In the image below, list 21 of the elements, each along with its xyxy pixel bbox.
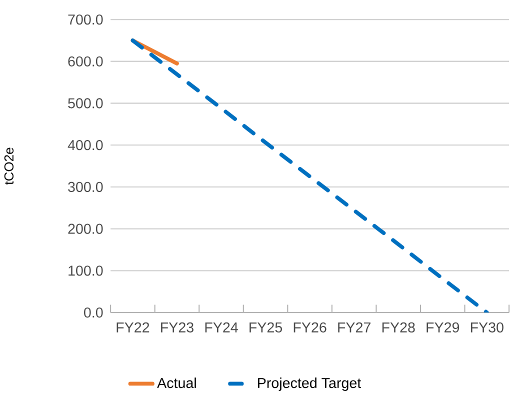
- y-tick-label: 700.0: [68, 14, 103, 25]
- y-tick-label: 600.0: [68, 56, 103, 67]
- y-tick-label: 200.0: [68, 224, 103, 234]
- legend-label: Actual: [157, 378, 196, 388]
- y-tick-label: 100.0: [68, 266, 103, 276]
- legend-label: Projected Target: [258, 378, 362, 392]
- x-tick-label: FY30: [470, 322, 504, 333]
- y-tick-label: 400.0: [68, 140, 103, 150]
- x-tick-label: FY27: [338, 322, 370, 333]
- y-tick-label: 300.0: [68, 182, 103, 192]
- y-tick-label: 500.0: [68, 98, 103, 109]
- x-tick-label: FY28: [382, 322, 415, 333]
- x-tick-label: FY22: [116, 322, 150, 333]
- x-tick-label: FY24: [205, 322, 238, 333]
- x-tick-label: FY25: [250, 322, 282, 333]
- x-tick-label: FY26: [294, 322, 326, 333]
- x-tick-label: FY23: [161, 322, 194, 333]
- y-tick-label: 0.0: [84, 308, 103, 318]
- line-series: [130, 38, 489, 313]
- x-tick-label: FY29: [426, 322, 460, 333]
- y-axis-title: tCO2e: [4, 148, 14, 185]
